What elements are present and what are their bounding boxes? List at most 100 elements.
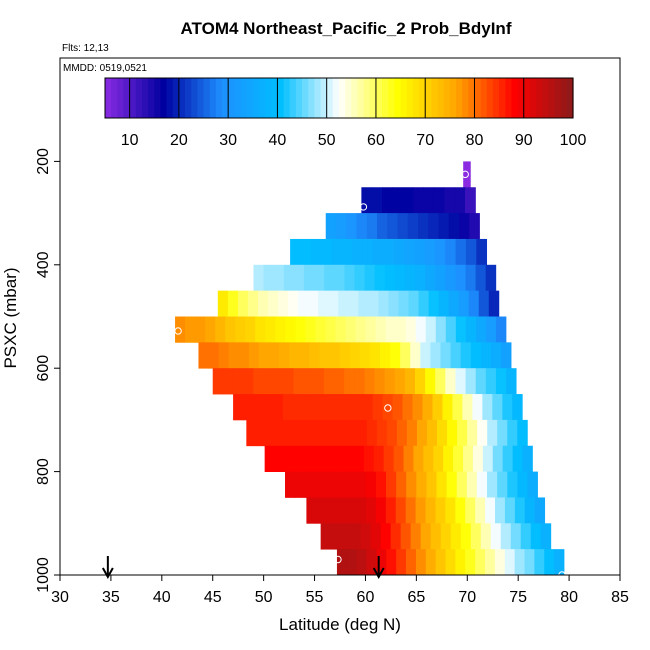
heatmap-cell xyxy=(506,368,517,395)
heatmap-cell xyxy=(303,368,315,395)
heatmap-cell xyxy=(304,445,315,472)
heatmap-cell xyxy=(480,342,492,369)
heatmap-cell xyxy=(225,316,236,343)
heatmap-cell xyxy=(465,187,476,214)
heatmap-cell xyxy=(425,316,437,343)
colorbar-tick-label: 30 xyxy=(219,132,237,149)
heatmap-cell xyxy=(404,264,416,292)
heatmap-cell xyxy=(215,316,226,343)
colorbar-swatch xyxy=(548,78,556,118)
heatmap-cell xyxy=(354,264,365,292)
heatmap-cell xyxy=(447,419,458,447)
heatmap-cell xyxy=(426,419,438,447)
y-tick-label: 200 xyxy=(35,148,52,175)
heatmap-cell xyxy=(278,290,289,317)
heatmap-cell xyxy=(350,523,362,550)
heatmap-cell xyxy=(467,419,478,447)
colorbar-swatch xyxy=(308,78,315,118)
heatmap-cell xyxy=(396,419,408,447)
colorbar-swatch xyxy=(271,78,279,118)
y-axis-label: PSXC (mbar) xyxy=(1,267,20,368)
heatmap-cell xyxy=(425,549,437,576)
heatmap-cell xyxy=(432,394,443,421)
heatmap-cell xyxy=(454,187,466,214)
heatmap-cell xyxy=(420,342,431,369)
colorbar-swatch xyxy=(474,78,482,118)
heatmap-cell xyxy=(512,445,523,472)
heatmap-cell xyxy=(256,419,267,447)
colorbar-swatch xyxy=(382,78,389,118)
heatmap-cell xyxy=(365,316,377,343)
heatmap-cell xyxy=(185,316,196,343)
colorbar: 10 20 30 40 50 60 70 80 90 100 xyxy=(104,77,586,149)
colorbar-swatch xyxy=(203,78,211,118)
heatmap-cell xyxy=(465,549,476,576)
flight-marker-circle xyxy=(174,327,182,335)
heatmap-cell xyxy=(386,549,397,576)
colorbar-swatch xyxy=(394,78,402,118)
colorbar-swatch xyxy=(357,78,365,118)
heatmap-cell xyxy=(462,394,473,421)
x-tick-label: 45 xyxy=(204,589,222,606)
heatmap-cell xyxy=(428,213,439,240)
heatmap-cell xyxy=(356,419,368,447)
heatmap-cell xyxy=(406,471,417,498)
colorbar-swatch xyxy=(363,78,371,118)
heatmap-cell xyxy=(413,445,424,472)
colorbar-swatch xyxy=(246,78,254,118)
colorbar-swatch xyxy=(185,78,192,118)
heatmap-cell xyxy=(385,316,397,343)
heatmap-cell xyxy=(355,471,367,498)
heatmap-cell xyxy=(422,394,433,421)
colorbar-swatch xyxy=(345,78,352,118)
heatmap-cell xyxy=(430,342,441,369)
heatmap-cell xyxy=(248,342,260,369)
heatmap-cell xyxy=(393,238,405,266)
heatmap-cell xyxy=(465,497,476,524)
colorbar-swatch xyxy=(369,78,377,118)
x-tick-label: 55 xyxy=(306,589,324,606)
heatmap-cell xyxy=(247,290,259,317)
heatmap-cell xyxy=(373,445,385,472)
x-tick-label: 30 xyxy=(51,589,69,606)
x-tick-label: 35 xyxy=(102,589,120,606)
heatmap-cell xyxy=(433,187,445,214)
heatmap-cell xyxy=(437,419,448,447)
heatmap-cell xyxy=(360,523,372,550)
heatmap-cell xyxy=(395,316,407,343)
heatmap-cell xyxy=(420,523,432,550)
heatmap-cell xyxy=(402,394,413,421)
heatmap-cell xyxy=(312,394,324,421)
heatmap-cell xyxy=(455,368,466,395)
heatmap-cell xyxy=(258,342,270,369)
colorbar-swatch xyxy=(375,78,383,118)
heatmap-cell xyxy=(306,419,317,447)
colorbar-tick-label: 80 xyxy=(466,132,484,149)
heatmap-cell xyxy=(335,213,347,240)
flight-marker-circle xyxy=(461,170,469,179)
heatmap-cell xyxy=(217,290,229,317)
heatmap-cell xyxy=(362,238,374,266)
heatmap-cell xyxy=(263,264,275,292)
heatmap-cell xyxy=(375,316,387,343)
heatmap-cell xyxy=(345,471,357,498)
colorbar-swatch xyxy=(178,78,186,118)
heatmap-cell xyxy=(329,342,341,369)
heatmap-cell xyxy=(334,264,345,292)
heatmap-cell xyxy=(415,264,426,292)
heatmap-cell xyxy=(359,342,371,369)
colorbar-swatch xyxy=(462,78,469,118)
heatmap-cell xyxy=(346,497,357,524)
heatmap-cell xyxy=(475,368,487,395)
heatmap-cell xyxy=(478,290,490,317)
y-axis: 200 400 600 800 1000 xyxy=(35,148,61,593)
colorbar-swatch xyxy=(560,78,568,118)
heatmap-cell xyxy=(398,290,409,317)
heatmap-cell xyxy=(487,419,498,447)
heatmap-cell xyxy=(485,316,497,343)
colorbar-swatch xyxy=(252,78,260,118)
heatmap-cell xyxy=(415,316,427,343)
heatmap-cell xyxy=(394,264,406,292)
heatmap-cell xyxy=(487,471,498,498)
colorbar-swatch xyxy=(154,78,162,118)
